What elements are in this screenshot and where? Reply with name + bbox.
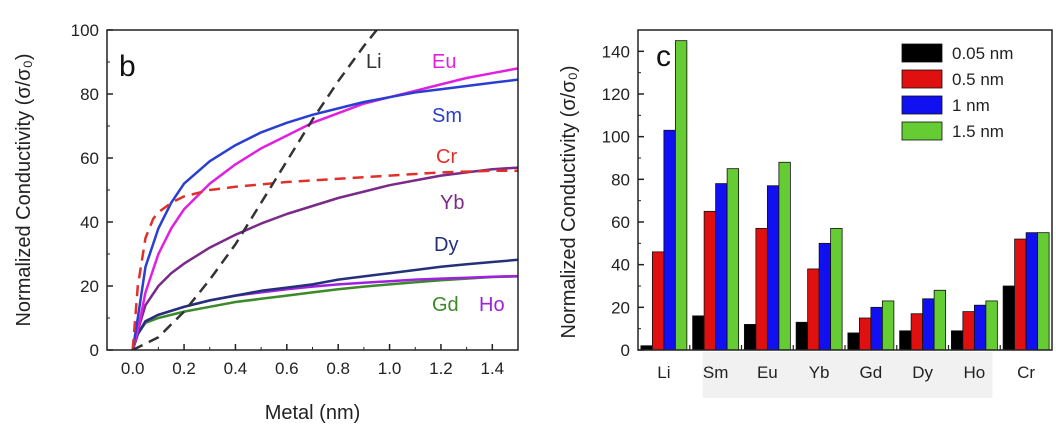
series-line-sm: [131, 78, 518, 350]
series-line-eu: [131, 67, 518, 350]
y-tick-label-c: 0: [621, 341, 630, 360]
series-label-gd: Gd: [432, 294, 459, 316]
series-line-gd: [131, 275, 518, 350]
plot-frame-c: [637, 29, 1053, 351]
bar-cr-3: [1037, 232, 1050, 351]
series-line-li: [132, 30, 378, 350]
x-category-label-c: Cr: [1017, 363, 1035, 382]
panel-letter-b: b: [119, 50, 136, 83]
x-category-label-c: Ho: [964, 363, 986, 382]
x-tick-label-b: 0.2: [172, 359, 196, 378]
bar-cr-1: [1014, 238, 1027, 351]
x-category-label-c: Sm: [703, 363, 729, 382]
bar-gd-2: [870, 306, 883, 351]
x-tick-label-b: 0.8: [326, 359, 350, 378]
bar-li-3: [674, 40, 688, 351]
y-tick-label-c: 40: [611, 256, 630, 275]
bar-yb-3: [830, 227, 843, 351]
bar-cr-2: [1025, 232, 1039, 351]
y-axis-label-b: Normalized Conductivity (σ/σ₀): [13, 53, 35, 326]
bar-eu-1: [755, 227, 768, 351]
category-band: [702, 352, 993, 398]
series-label-eu: Eu: [432, 51, 456, 73]
bar-gd-3: [881, 300, 895, 351]
x-tick-label-b: 1.4: [480, 359, 504, 378]
bar-yb-2: [818, 242, 832, 351]
y-tick-label-c: 100: [602, 128, 630, 147]
series-label-ho: Ho: [479, 294, 505, 316]
y-tick-label-b: 0: [90, 341, 99, 360]
bar-yb-1: [807, 268, 820, 351]
x-category-label-c: Eu: [757, 363, 778, 382]
y-tick-label-b: 60: [80, 149, 99, 168]
bar-ho-1: [962, 311, 975, 351]
bar-ho-0: [950, 330, 964, 351]
x-category-label-c: Dy: [912, 363, 933, 382]
series-line-dy: [131, 258, 518, 350]
legend-swatch: [901, 69, 943, 89]
y-tick-label-c: 120: [602, 85, 630, 104]
panel-letter-c: c: [656, 40, 671, 73]
y-tick-label-b: 20: [80, 277, 99, 296]
y-tick-label-c: 60: [611, 213, 630, 232]
bar-sm-3: [726, 168, 740, 351]
y-tick-label-b: 100: [71, 21, 99, 40]
series-label-cr: Cr: [436, 146, 457, 168]
bar-dy-3: [933, 289, 947, 351]
legend-swatch: [901, 43, 943, 63]
x-axis-label-b: Metal (nm): [265, 402, 361, 424]
bar-dy-0: [899, 330, 912, 351]
legend-label: 0.05 nm: [952, 44, 1013, 63]
y-tick-label-b: 80: [80, 85, 99, 104]
series-line-cr: [131, 169, 518, 350]
bar-sm-1: [703, 210, 717, 351]
y-tick-label-c: 140: [602, 42, 630, 61]
y-tick-label-c: 20: [611, 298, 630, 317]
legend-swatch: [901, 121, 943, 141]
bar-gd-0: [847, 332, 860, 351]
line-chart-panel-b: 0 20 40 60 80 100 0.0 0.2 0.4 0.6 0.8 1.0 1.2 1.4 b M…: [13, 21, 519, 424]
bar-ho-2: [973, 304, 987, 351]
bar-li-2: [663, 129, 676, 351]
y-tick-label-c: 80: [611, 170, 630, 189]
x-tick-label-b: 1.2: [429, 359, 453, 378]
x-tick-label-b: 1.0: [378, 359, 402, 378]
plot-frame-b: [106, 29, 519, 351]
legend-label: 1 nm: [952, 96, 990, 115]
legend-swatch: [901, 95, 943, 115]
legend-label: 1.5 nm: [952, 122, 1004, 141]
series-line-ho: [131, 274, 518, 350]
bar-sm-2: [715, 183, 728, 351]
bar-sm-0: [692, 315, 705, 351]
bar-cr-0: [1002, 285, 1016, 351]
legend-label: 0.5 nm: [952, 70, 1004, 89]
bar-yb-0: [795, 321, 809, 351]
series-label-dy: Dy: [434, 234, 458, 256]
series-label-li: Li: [366, 51, 382, 73]
y-axis-label-c: Normalized Conductivity (σ/σ₀): [558, 65, 580, 338]
x-tick-label-b: 0.0: [121, 359, 145, 378]
x-tick-label-b: 0.6: [275, 359, 299, 378]
y-tick-label-b: 40: [80, 213, 99, 232]
bar-dy-1: [910, 313, 924, 351]
series-label-sm: Sm: [432, 105, 462, 127]
bar-eu-2: [766, 185, 780, 351]
x-category-label-c: Yb: [809, 363, 830, 382]
bar-dy-2: [922, 298, 935, 351]
x-category-label-c: Gd: [860, 363, 883, 382]
series-line-yb: [131, 166, 518, 350]
bar-chart-panel-c: 0 20 40 60 80 100 120 140 Li Sm Eu Yb Gd Dy Ho Cr c Nor…: [558, 29, 1053, 398]
x-category-label-c: Li: [657, 363, 670, 382]
bar-eu-0: [743, 323, 757, 351]
bar-eu-3: [778, 161, 791, 351]
legend-c: 0.05 nm 0.5 nm 1 nm 1.5 nm: [901, 43, 1013, 141]
bar-li-1: [651, 251, 665, 351]
bar-gd-1: [858, 317, 872, 351]
series-label-yb: Yb: [440, 192, 464, 214]
x-tick-label-b: 0.4: [224, 359, 248, 378]
bar-ho-3: [985, 300, 998, 351]
